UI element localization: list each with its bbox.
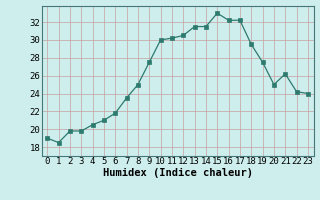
X-axis label: Humidex (Indice chaleur): Humidex (Indice chaleur) (103, 168, 252, 178)
